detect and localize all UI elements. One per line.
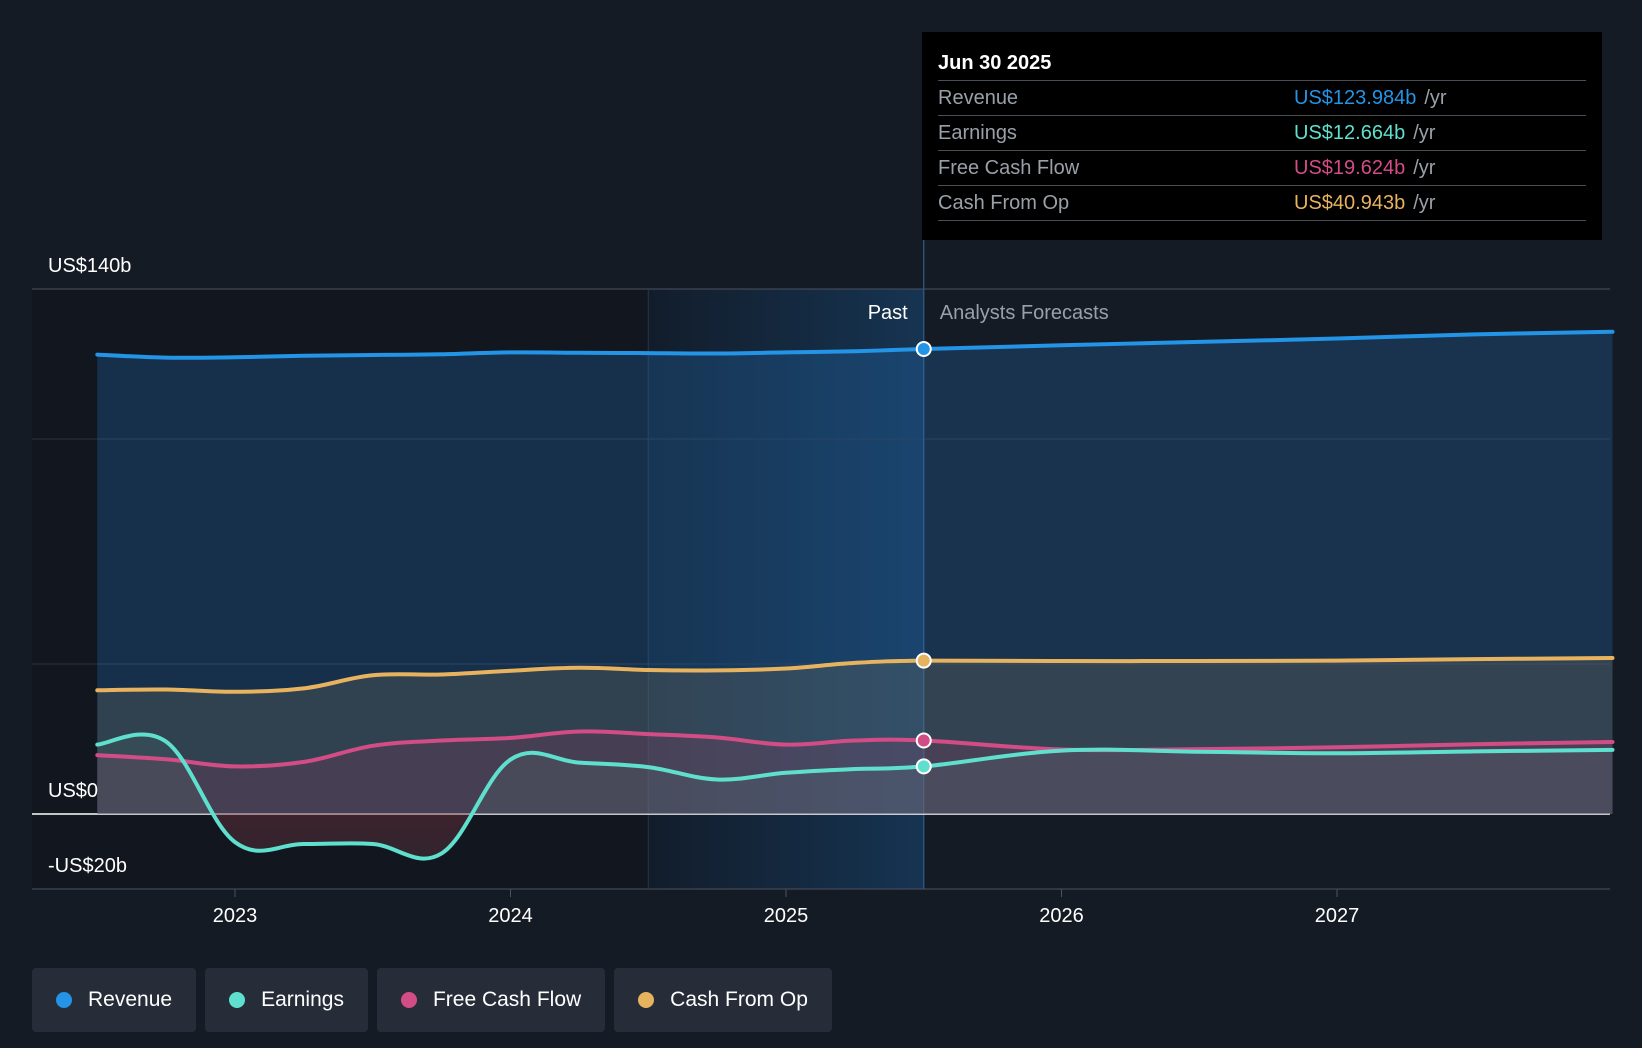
free-cash-flow-dot-icon bbox=[400, 992, 417, 1008]
tooltip-row-free-cash-flow: Free Cash Flow US$19.624b /yr bbox=[938, 150, 1586, 185]
tooltip-row-unit: /yr bbox=[1413, 191, 1436, 214]
tooltip-row-name: Cash From Op bbox=[938, 191, 1070, 214]
tooltip-row-value: US$12.664b bbox=[1294, 121, 1406, 144]
tooltip-row-name: Earnings bbox=[938, 121, 1017, 144]
x-tick-label: 2026 bbox=[1039, 905, 1084, 927]
tooltip-row-unit: /yr bbox=[1413, 121, 1436, 144]
revenue-dot-icon bbox=[56, 992, 72, 1008]
x-tick-label: 2024 bbox=[488, 905, 533, 927]
tooltip-row-name: Free Cash Flow bbox=[938, 156, 1080, 179]
forecast-label: Analysts Forecasts bbox=[940, 302, 1109, 324]
legend-label: Free Cash Flow bbox=[432, 988, 582, 1011]
free-cash-flow-marker bbox=[915, 732, 932, 749]
tooltip-row-value: US$19.624b bbox=[1294, 156, 1406, 179]
y-axis-label-zero: US$0 bbox=[48, 780, 98, 802]
legend-item-earnings[interactable]: Earnings bbox=[205, 968, 368, 1032]
tooltip-row-name: Revenue bbox=[938, 86, 1019, 109]
recent-past-highlight bbox=[648, 289, 924, 889]
tooltip-row-value: US$123.984b bbox=[1294, 86, 1417, 109]
past-label: Past bbox=[868, 302, 908, 324]
earnings-negative-area bbox=[97, 814, 1610, 859]
x-tick-label: 2027 bbox=[1315, 905, 1360, 927]
y-axis-label-top: US$140b bbox=[48, 255, 131, 277]
tooltip-row-revenue: Revenue US$123.984b /yr bbox=[938, 80, 1586, 115]
legend: Revenue Earnings Free Cash Flow Cash Fro… bbox=[32, 968, 832, 1032]
revenue-line bbox=[95, 329, 1615, 360]
tooltip-row-value: US$40.943b bbox=[1294, 191, 1406, 214]
earnings-area bbox=[97, 734, 1613, 859]
revenue-marker bbox=[915, 341, 932, 357]
cash-from-op-area bbox=[97, 658, 1613, 814]
tooltip-date: Jun 30 2025 bbox=[938, 52, 1052, 74]
tooltip-row-cash-from-op: Cash From Op US$40.943b /yr bbox=[938, 185, 1586, 221]
x-tick-label: 2025 bbox=[764, 905, 809, 927]
tooltip: Jun 30 2025 Revenue US$123.984b /yr Earn… bbox=[922, 32, 1602, 240]
cash-from-op-dot-icon bbox=[638, 992, 655, 1008]
tooltip-row-unit: /yr bbox=[1413, 156, 1436, 179]
free-cash-flow-line bbox=[95, 729, 1615, 769]
earnings-line bbox=[95, 732, 1615, 861]
earnings-marker bbox=[915, 758, 932, 775]
legend-item-free-cash-flow[interactable]: Free Cash Flow bbox=[376, 968, 606, 1032]
revenue-area bbox=[97, 331, 1613, 814]
legend-label: Earnings bbox=[261, 988, 344, 1011]
legend-item-cash-from-op[interactable]: Cash From Op bbox=[614, 968, 832, 1032]
y-axis-label-bottom: -US$20b bbox=[48, 855, 127, 877]
tooltip-row-earnings: Earnings US$12.664b /yr bbox=[938, 115, 1586, 150]
cash-from-op-line bbox=[95, 656, 1615, 694]
cash-from-op-marker bbox=[915, 652, 932, 669]
legend-item-revenue[interactable]: Revenue bbox=[32, 968, 197, 1032]
tooltip-row-unit: /yr bbox=[1424, 86, 1447, 109]
earnings-dot-icon bbox=[229, 992, 246, 1008]
x-tick-label: 2023 bbox=[213, 905, 258, 927]
legend-label: Cash From Op bbox=[670, 988, 808, 1011]
legend-label: Revenue bbox=[88, 988, 173, 1011]
